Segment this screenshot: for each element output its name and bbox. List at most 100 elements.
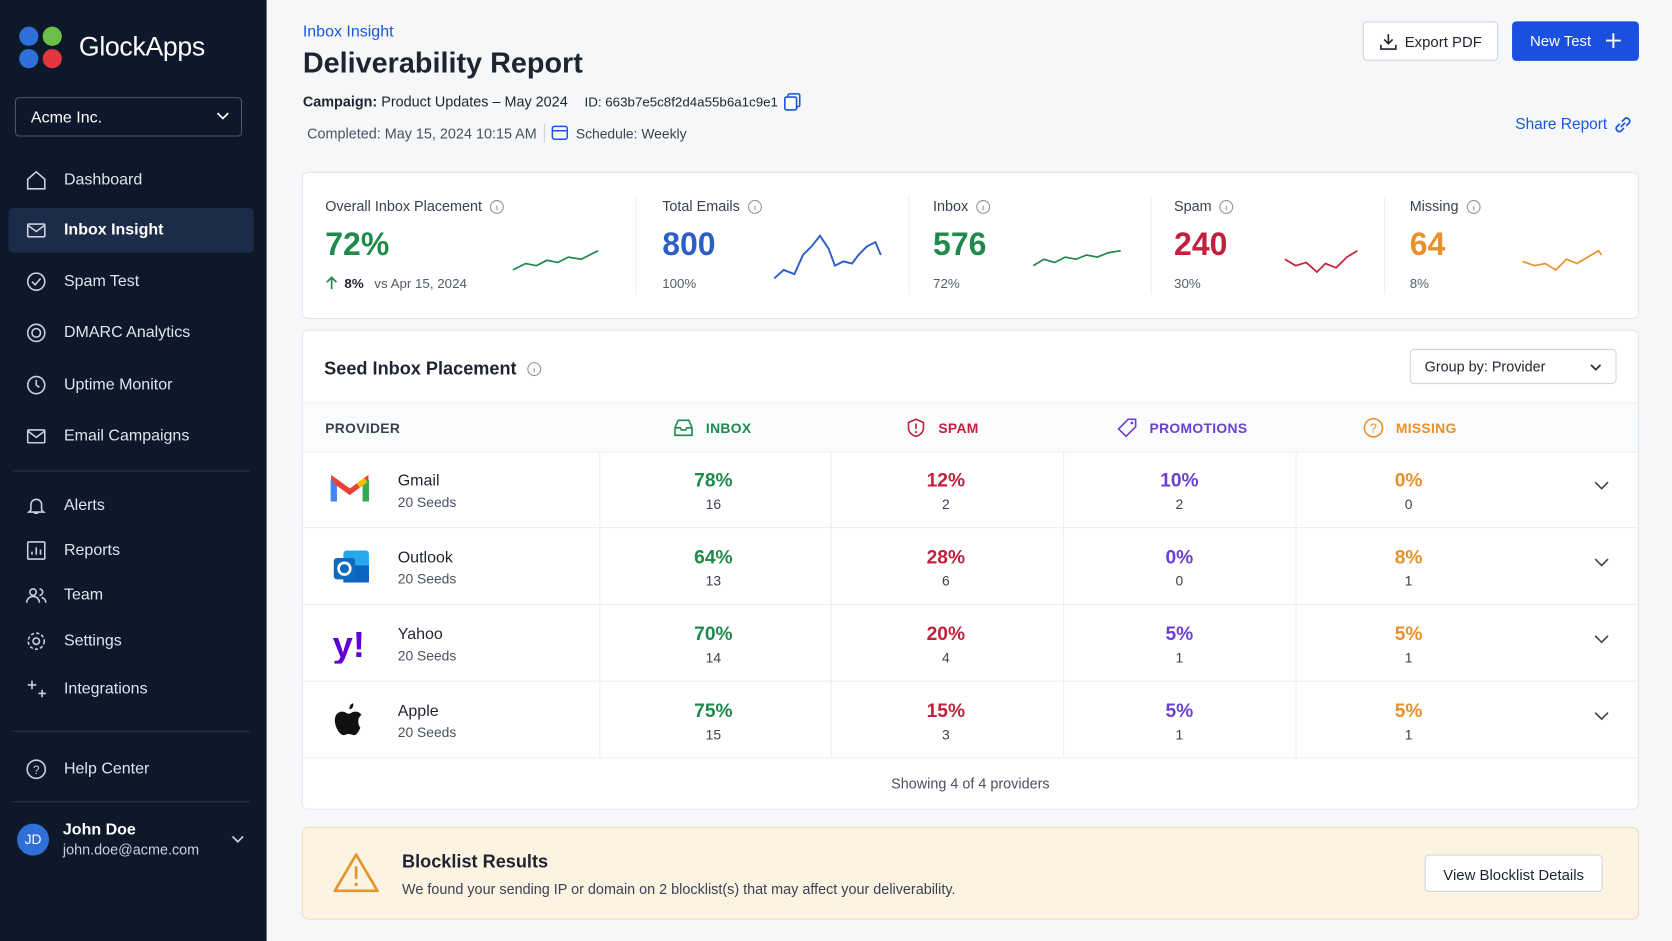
metric-label: Missing xyxy=(1409,198,1459,215)
divider xyxy=(635,196,637,295)
cell-percent: 15% xyxy=(926,699,966,722)
nav-item[interactable]: Integrations xyxy=(9,667,254,712)
icon xyxy=(26,223,46,238)
campaign-id: ID: 663b7e5c8f2d4a55b6a1c9e1 xyxy=(584,94,778,110)
help-link[interactable]: ? Help Center xyxy=(9,747,254,792)
warning-icon xyxy=(333,853,379,893)
icon xyxy=(26,541,46,560)
export-label: Export PDF xyxy=(1404,33,1482,51)
provider-logo xyxy=(334,703,362,736)
nav-label: Spam Test xyxy=(63,272,140,291)
divider xyxy=(1384,196,1386,295)
nav-label: Alerts xyxy=(63,496,105,515)
cell-count: 1 xyxy=(1404,649,1413,666)
column-border xyxy=(830,528,832,604)
icon xyxy=(26,429,46,444)
cell-count: 2 xyxy=(1175,496,1184,513)
nav-item[interactable]: Inbox Insight xyxy=(8,208,254,253)
info-icon xyxy=(1219,200,1234,214)
expand-chevron xyxy=(1594,558,1609,567)
cell-percent: 10% xyxy=(1160,469,1199,491)
column-border xyxy=(1063,528,1065,604)
provider-row[interactable]: Gmail 20 Seeds 78% 16 12% 2 10% 2 0% 0 xyxy=(302,451,1638,529)
column-header: PROVIDER xyxy=(325,420,401,437)
cell-percent: 75% xyxy=(694,699,733,722)
provider-seeds: 20 Seeds xyxy=(397,570,457,587)
icon xyxy=(27,632,46,651)
org-select[interactable]: Acme Inc. xyxy=(14,97,243,137)
svg-text:?: ? xyxy=(1370,421,1377,436)
icon xyxy=(25,588,47,603)
new-test-button[interactable]: New Test xyxy=(1512,21,1639,61)
provider-row[interactable]: Outlook 20 Seeds 64% 13 28% 6 0% 0 8% 1 xyxy=(302,528,1638,605)
column-border xyxy=(599,604,601,681)
provider-logo xyxy=(330,474,369,502)
icon xyxy=(26,498,46,514)
column-border xyxy=(1295,681,1297,758)
group-select[interactable]: Group by: Provider xyxy=(1409,348,1617,385)
nav-item[interactable]: Spam Test xyxy=(9,259,254,304)
nav-item[interactable]: Uptime Monitor xyxy=(9,363,254,408)
column-icon xyxy=(1117,418,1137,438)
metric: Total Emails 800 100% xyxy=(662,173,918,318)
cell-count: 14 xyxy=(705,649,722,666)
nav-item[interactable]: Settings xyxy=(9,619,254,664)
divider xyxy=(12,730,250,732)
breadcrumb[interactable]: Inbox Insight xyxy=(302,22,394,41)
column-header: INBOX xyxy=(705,420,752,437)
cell-percent: 64% xyxy=(694,546,733,568)
nav-item[interactable]: DMARC Analytics xyxy=(9,310,254,355)
divider xyxy=(908,196,910,295)
cell-count: 1 xyxy=(1175,726,1184,743)
provider-row[interactable]: y! Yahoo 20 Seeds 70% 14 20% 4 5% 1 5% 1 xyxy=(302,604,1638,682)
info-icon xyxy=(976,200,991,214)
column-header: MISSING xyxy=(1395,420,1457,437)
nav-label: Email Campaigns xyxy=(63,426,190,445)
metric-label: Overall Inbox Placement xyxy=(325,198,483,215)
nav-item[interactable]: Reports xyxy=(9,528,254,573)
cell-percent: 5% xyxy=(1165,623,1194,645)
provider-seeds: 20 Seeds xyxy=(397,724,457,741)
column-header: PROMOTIONS xyxy=(1149,420,1248,437)
cell-count: 13 xyxy=(705,572,722,589)
blocklist-button[interactable]: View Blocklist Details xyxy=(1424,854,1603,892)
nav-item[interactable]: Team xyxy=(9,573,254,618)
seed-title: Seed Inbox Placement xyxy=(324,358,517,379)
separator xyxy=(543,123,545,143)
blocklist-text: We found your sending IP or domain on 2 … xyxy=(402,881,956,898)
column-border xyxy=(1295,528,1297,604)
share-report[interactable]: Share Report xyxy=(1515,116,1608,134)
provider-row[interactable]: Apple 20 Seeds 75% 15 15% 3 5% 1 5% 1 xyxy=(302,681,1638,759)
blocklist-title: Blocklist Results xyxy=(402,851,549,872)
nav-item[interactable]: Email Campaigns xyxy=(9,414,254,459)
column-border xyxy=(1063,681,1065,758)
download-icon xyxy=(1380,34,1397,50)
icon: ? xyxy=(26,759,47,780)
copy-id[interactable] xyxy=(784,93,801,111)
export-button[interactable]: Export PDF xyxy=(1362,21,1499,61)
user-name: John Doe xyxy=(62,820,136,839)
cell-count: 2 xyxy=(941,496,950,513)
metric-label: Total Emails xyxy=(662,198,740,215)
cell-percent: 5% xyxy=(1394,623,1423,645)
column-border xyxy=(830,604,832,681)
info-icon xyxy=(748,200,762,214)
expand-chevron xyxy=(1594,635,1609,644)
column-header: SPAM xyxy=(938,420,979,437)
cell-count: 1 xyxy=(1404,572,1413,589)
group-label: Group by: Provider xyxy=(1424,358,1546,375)
cell-percent: 28% xyxy=(926,546,966,568)
metric-label: Inbox xyxy=(933,198,969,215)
user-menu[interactable] xyxy=(231,835,244,844)
provider-logo xyxy=(333,550,369,583)
cell-percent: 20% xyxy=(926,623,966,645)
nav-item[interactable]: Alerts xyxy=(9,483,254,528)
nav-label: Integrations xyxy=(63,679,148,698)
column-border xyxy=(830,451,832,528)
info-icon xyxy=(489,200,504,214)
cell-percent: 70% xyxy=(694,623,733,645)
org-name: Acme Inc. xyxy=(30,108,103,127)
nav-item[interactable]: Dashboard xyxy=(9,158,254,203)
cell-count: 4 xyxy=(941,649,950,666)
icon xyxy=(26,170,46,190)
